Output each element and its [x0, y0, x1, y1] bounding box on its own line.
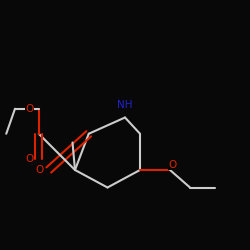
Text: O: O: [168, 160, 177, 170]
Text: O: O: [25, 104, 34, 114]
Text: O: O: [25, 154, 34, 164]
Text: O: O: [36, 165, 44, 175]
Text: NH: NH: [117, 100, 133, 110]
